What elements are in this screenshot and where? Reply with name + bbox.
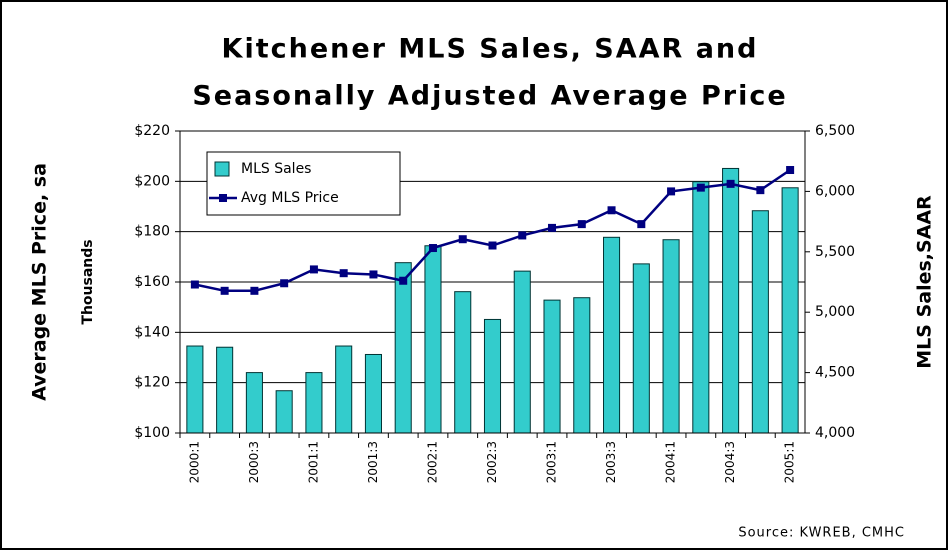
bar <box>513 270 531 434</box>
x-tick-label: 2001:1 <box>306 441 320 483</box>
marker <box>607 206 616 215</box>
x-tick-label: 2000:3 <box>247 441 261 483</box>
legend-label: Avg MLS Price <box>241 190 339 206</box>
chart-title: Seasonally Adjusted Average Price <box>192 81 787 112</box>
bar <box>483 318 502 434</box>
y-tick-label: $160 <box>134 274 170 290</box>
x-tick-label: 2002:1 <box>425 441 439 483</box>
marker <box>667 187 676 196</box>
bar <box>662 239 680 434</box>
marker <box>309 265 318 274</box>
chart-title: Kitchener MLS Sales, SAAR and <box>222 34 759 65</box>
x-tick-label: 2001:3 <box>366 441 380 483</box>
bar <box>424 245 442 434</box>
marker <box>458 235 467 244</box>
y2-tick-label: 4,500 <box>815 365 855 381</box>
marker <box>428 244 437 253</box>
marker <box>548 223 557 232</box>
marker <box>339 269 348 278</box>
y2-tick-label: 6,000 <box>815 183 855 199</box>
y-axis-label: Average MLS Price, sa <box>29 163 51 401</box>
y2-axis-label: MLS Sales,SAAR <box>914 195 936 369</box>
marker <box>637 220 646 229</box>
bar <box>275 390 293 434</box>
bar <box>573 297 591 434</box>
y-tick-label: $140 <box>134 324 170 340</box>
y2-tick-label: 5,000 <box>815 304 855 320</box>
legend-label: MLS Sales <box>241 161 311 177</box>
x-tick-label: 2003:1 <box>545 441 559 483</box>
bar <box>245 372 263 434</box>
source: Source: KWREB, CMHC <box>738 526 905 541</box>
marker <box>696 183 705 192</box>
marker <box>518 231 527 240</box>
y-axis-sublabel: Thousands <box>80 239 96 324</box>
bar <box>751 210 769 434</box>
legend-swatch <box>219 194 227 202</box>
marker <box>399 276 408 285</box>
marker <box>577 220 586 229</box>
bar <box>632 263 650 434</box>
bar <box>692 181 710 434</box>
marker <box>220 286 229 295</box>
marker <box>280 279 289 288</box>
marker <box>488 241 497 250</box>
bar <box>186 345 204 434</box>
bar <box>394 262 412 434</box>
bar <box>781 187 799 434</box>
x-tick-label: 2004:1 <box>664 441 678 483</box>
y2-tick-label: 6,500 <box>815 123 855 139</box>
x-tick-label: 2002:3 <box>485 441 499 483</box>
bar <box>216 346 234 434</box>
bar <box>722 167 740 434</box>
bar <box>364 353 382 434</box>
marker <box>369 270 378 279</box>
y-tick-label: $180 <box>134 224 170 240</box>
y-tick-label: $220 <box>134 123 170 139</box>
x-tick-label: 2005:1 <box>783 441 797 483</box>
bar <box>335 345 353 434</box>
y-tick-label: $200 <box>134 173 170 189</box>
x-tick-label: 2000:1 <box>187 441 201 483</box>
marker <box>726 179 735 188</box>
marker <box>756 186 765 195</box>
y2-tick-label: 4,000 <box>815 425 855 441</box>
legend-swatch <box>214 161 230 177</box>
plot-border <box>179 130 806 434</box>
bar <box>305 372 323 434</box>
marker <box>786 166 795 175</box>
y2-tick-label: 5,500 <box>815 244 855 260</box>
y-tick-label: $100 <box>134 425 170 441</box>
legend-box <box>206 151 401 216</box>
bar <box>543 299 561 434</box>
marker <box>250 286 259 295</box>
bar <box>454 291 472 434</box>
marker <box>190 280 199 289</box>
x-tick-label: 2003:3 <box>604 441 618 483</box>
y-tick-label: $120 <box>134 375 170 391</box>
x-tick-label: 2004:3 <box>723 441 737 483</box>
bar <box>603 236 621 434</box>
